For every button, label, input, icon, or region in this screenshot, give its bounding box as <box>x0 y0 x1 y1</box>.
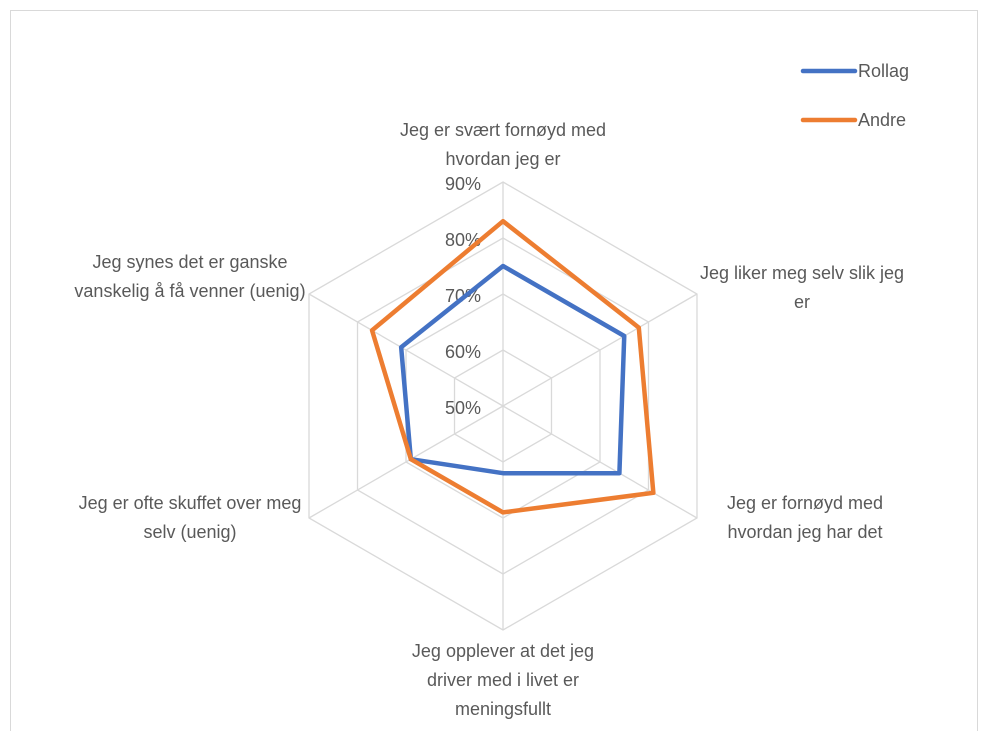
spoke <box>502 293 698 407</box>
tick-label: 90% <box>445 174 481 194</box>
category-label: Jeg synes det er ganske vanskelig å få v… <box>74 252 306 301</box>
series-line <box>369 218 656 515</box>
series-line <box>398 263 627 476</box>
category-label: Jeg liker meg selv slik jeg er <box>699 263 905 312</box>
category-label: Jeg er fornøyd med hvordan jeg har det <box>726 493 884 542</box>
spoke <box>308 405 504 519</box>
tick-label: 60% <box>445 342 481 362</box>
spoke <box>308 293 504 407</box>
category-label: Jeg opplever at det jeg driver med i liv… <box>411 641 595 719</box>
category-label: Jeg er svært fornøyd med hvordan jeg er <box>399 120 607 169</box>
legend-label: Rollag <box>858 61 909 81</box>
frame <box>10 10 978 731</box>
spoke <box>502 405 698 519</box>
tick-label: 50% <box>445 398 481 418</box>
category-label: Jeg er ofte skuffet over meg selv (uenig… <box>78 493 302 542</box>
legend-label: Andre <box>858 110 906 130</box>
